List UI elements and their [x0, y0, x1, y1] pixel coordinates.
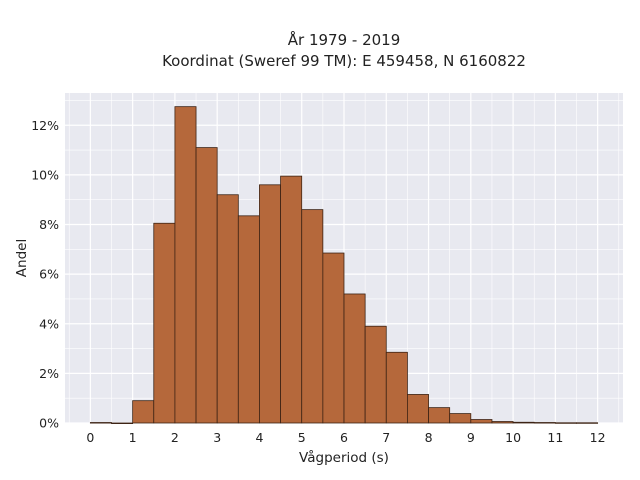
- histogram-bar: [470, 419, 493, 424]
- chart-title-line-2: Koordinat (Sweref 99 TM): E 459458, N 61…: [162, 52, 526, 70]
- x-tick-label: 0: [86, 430, 94, 445]
- x-tick-label: 2: [171, 430, 179, 445]
- histogram-bar: [237, 215, 260, 424]
- histogram-bar: [554, 422, 577, 424]
- histogram-bar: [512, 421, 535, 424]
- histogram-bar: [111, 422, 134, 425]
- y-tick-label: 4%: [39, 316, 59, 331]
- x-tick-label: 10: [505, 430, 521, 445]
- x-axis-ticks: 0 1 2 3 4 5 6 7 8 9 10 11 12: [86, 430, 605, 445]
- histogram-bar: [343, 293, 366, 424]
- y-tick-label: 0%: [39, 416, 59, 431]
- chart-title-line-1: År 1979 - 2019: [288, 30, 401, 49]
- x-tick-label: 4: [255, 430, 263, 445]
- histogram-bar: [195, 147, 218, 424]
- histogram-bar: [428, 407, 451, 424]
- histogram-bar: [533, 422, 556, 424]
- histogram-bar: [576, 422, 599, 424]
- histogram-bar: [364, 325, 387, 424]
- histogram-bar: [153, 222, 176, 424]
- x-tick-label: 8: [425, 430, 433, 445]
- x-tick-label: 7: [382, 430, 390, 445]
- histogram-bar: [407, 394, 429, 424]
- x-tick-label: 3: [213, 430, 221, 445]
- y-axis-label: Andel: [14, 239, 30, 277]
- histogram-bar: [301, 209, 324, 424]
- histogram-bar: [132, 400, 155, 424]
- y-tick-label: 12%: [31, 118, 59, 133]
- y-axis-ticks: 0% 2% 4% 6% 8% 10% 12%: [31, 118, 59, 431]
- histogram-bar: [259, 184, 281, 424]
- histogram-bar: [89, 422, 112, 424]
- x-tick-label: 11: [547, 430, 563, 445]
- x-tick-label: 6: [340, 430, 348, 445]
- y-tick-label: 10%: [31, 167, 59, 182]
- y-tick-label: 6%: [39, 267, 59, 282]
- x-tick-label: 12: [590, 430, 606, 445]
- bars: [89, 106, 599, 425]
- histogram-bar: [385, 351, 408, 424]
- x-axis-label: Vågperiod (s): [299, 449, 389, 466]
- x-tick-label: 5: [298, 430, 306, 445]
- x-tick-label: 1: [129, 430, 137, 445]
- histogram-bar: [174, 106, 197, 424]
- histogram-bar: [322, 252, 345, 424]
- histogram-bar: [449, 413, 472, 424]
- y-tick-label: 8%: [39, 217, 59, 232]
- x-tick-label: 9: [467, 430, 475, 445]
- histogram-bar: [216, 194, 239, 424]
- histogram-bar: [280, 175, 303, 424]
- histogram-bar: [491, 421, 514, 424]
- y-tick-label: 2%: [39, 366, 59, 381]
